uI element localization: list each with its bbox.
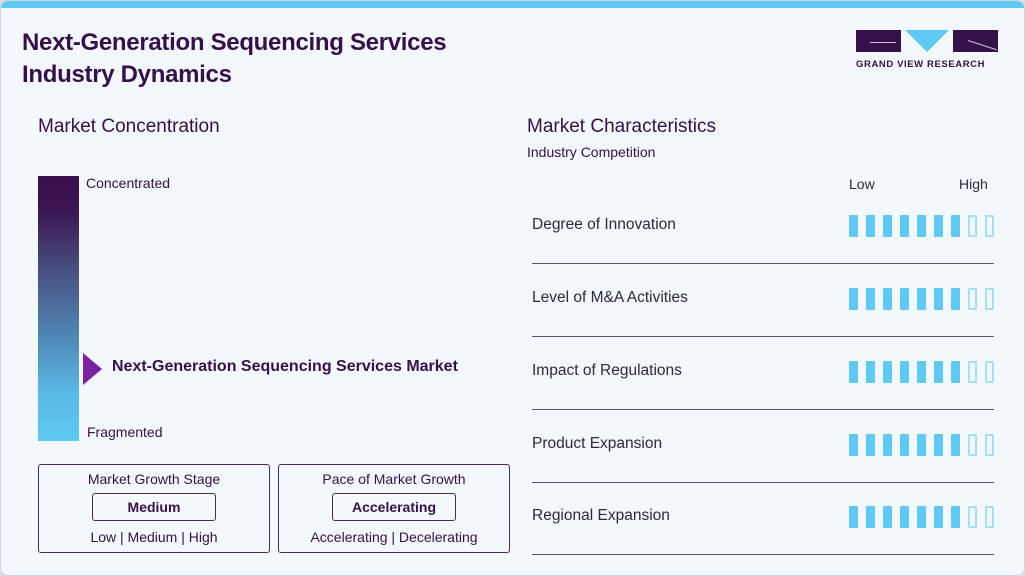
rating-bar-filled (934, 434, 943, 456)
rating-bar-filled (917, 434, 926, 456)
rating-bar-filled (849, 361, 858, 383)
rating-bar-filled (866, 288, 875, 310)
rating-bar-filled (900, 361, 909, 383)
pace-of-market-growth-box: Pace of Market Growth Accelerating Accel… (278, 464, 510, 553)
characteristic-label: Product Expansion (532, 435, 663, 452)
rating-bar-filled (934, 215, 943, 237)
rating-bar-filled (849, 288, 858, 310)
logo-text: GRAND VIEW RESEARCH (856, 59, 986, 70)
fragmented-label: Fragmented (87, 424, 163, 440)
rating-bar-filled (883, 361, 892, 383)
rating-bars (849, 434, 994, 456)
rating-bar-empty (968, 288, 977, 310)
rating-bar-filled (951, 288, 960, 310)
rating-bar-filled (866, 434, 875, 456)
growth-stage-options: Low | Medium | High (90, 529, 218, 545)
page-title: Next-Generation Sequencing Services Indu… (22, 27, 582, 91)
rating-bar-filled (866, 506, 875, 528)
rating-bar-filled (900, 506, 909, 528)
title-line-1: Next-Generation Sequencing Services (22, 29, 447, 56)
growth-stage-heading: Market Growth Stage (87, 471, 221, 487)
rating-bar-filled (866, 215, 875, 237)
characteristic-label: Level of M&A Activities (532, 289, 688, 306)
rating-bar-filled (951, 434, 960, 456)
row-divider (532, 554, 994, 555)
rating-bar-empty (985, 288, 994, 310)
rating-bar-filled (883, 215, 892, 237)
rating-bar-filled (866, 361, 875, 383)
rating-bar-filled (883, 506, 892, 528)
rating-bars (849, 215, 994, 237)
characteristic-label: Degree of Innovation (532, 216, 676, 233)
concentrated-label: Concentrated (86, 175, 171, 191)
growth-pace-value: Accelerating (332, 493, 456, 521)
rating-bar-filled (917, 288, 926, 310)
rating-bar-filled (951, 361, 960, 383)
growth-stage-value: Medium (92, 493, 216, 521)
rating-bar-filled (951, 215, 960, 237)
rating-bar-filled (849, 506, 858, 528)
rating-bar-empty (985, 215, 994, 237)
characteristic-label: Regional Expansion (532, 507, 670, 524)
rating-bar-filled (883, 288, 892, 310)
rating-bar-filled (900, 288, 909, 310)
growth-pace-options: Accelerating | Decelerating (310, 529, 478, 545)
rating-bar-empty (985, 434, 994, 456)
scale-high-label: High (959, 176, 988, 192)
row-divider (532, 263, 994, 264)
market-growth-stage-box: Market Growth Stage Medium Low | Medium … (38, 464, 270, 553)
rating-bar-empty (985, 361, 994, 383)
market-position-label: Next-Generation Sequencing Services Mark… (112, 358, 458, 375)
rating-bar-empty (968, 434, 977, 456)
rating-bar-empty (968, 506, 977, 528)
logo-line (870, 42, 896, 43)
title-line-2: Industry Dynamics (22, 61, 232, 88)
logo-g-block-icon (856, 30, 901, 52)
rating-bar-filled (849, 215, 858, 237)
rating-bar-filled (934, 361, 943, 383)
rating-bar-empty (968, 361, 977, 383)
rating-bars (849, 361, 994, 383)
rating-bar-filled (849, 434, 858, 456)
characteristic-label: Impact of Regulations (532, 362, 682, 379)
logo-v-triangle-icon (905, 30, 949, 52)
rating-bar-filled (917, 215, 926, 237)
row-divider (532, 336, 994, 337)
rating-bar-filled (951, 506, 960, 528)
rating-bar-filled (900, 215, 909, 237)
market-characteristics-heading: Market Characteristics (527, 116, 716, 137)
row-divider (532, 409, 994, 410)
rating-bars (849, 288, 994, 310)
rating-bar-empty (985, 506, 994, 528)
rating-bar-filled (900, 434, 909, 456)
industry-competition-subheading: Industry Competition (527, 144, 656, 160)
rating-bar-empty (968, 215, 977, 237)
rating-bar-filled (917, 361, 926, 383)
row-divider (532, 482, 994, 483)
market-position-marker-icon (83, 353, 102, 385)
top-accent-bar (1, 1, 1024, 8)
rating-bars (849, 506, 994, 528)
rating-bar-filled (883, 434, 892, 456)
rating-bar-filled (934, 288, 943, 310)
growth-pace-heading: Pace of Market Growth (322, 471, 466, 487)
grand-view-research-logo: GRAND VIEW RESEARCH (856, 30, 998, 72)
scale-low-label: Low (849, 176, 875, 192)
rating-bar-filled (934, 506, 943, 528)
concentration-gradient-bar (38, 176, 79, 441)
rating-bar-filled (917, 506, 926, 528)
market-concentration-heading: Market Concentration (38, 116, 220, 137)
